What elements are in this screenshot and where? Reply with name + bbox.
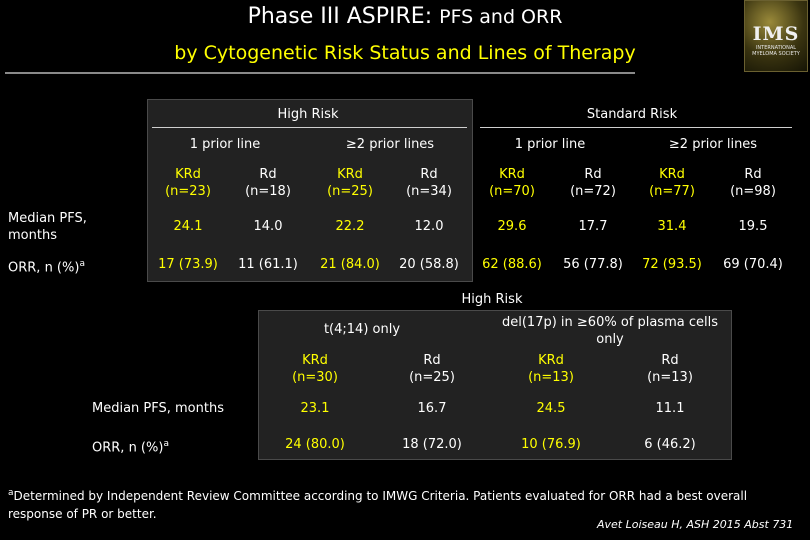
t2-pfs-value-col-4: 11.1 (655, 401, 685, 416)
t2-orr-value-col-4: 6 (46.2) (644, 437, 696, 452)
t2-orr-value-col-3: 10 (76.9) (521, 437, 581, 452)
subgroup-header-del17p: del(17p) in ≥60% of plasma cells only (501, 315, 718, 347)
t2-arm-header-col-3: KRd (n=13) (528, 353, 574, 385)
arm-header-col-2: Rd (n=18) (245, 167, 291, 199)
group-underline-high-risk (152, 127, 467, 128)
pfs-value-col-5: 29.6 (497, 219, 527, 234)
pfs-value-col-3: 22.2 (335, 219, 365, 234)
arm-header-col-1: KRd (n=23) (165, 167, 211, 199)
orr-value-col-6: 56 (77.8) (563, 257, 623, 272)
footnote: aDetermined by Independent Review Commit… (8, 488, 748, 521)
t2-arm-header-col-4: Rd (n=13) (647, 353, 693, 385)
table2-group-header: High Risk (461, 292, 523, 307)
orr-value-col-1: 17 (73.9) (158, 257, 218, 272)
subgroup-header-hr-1line: 1 prior line (189, 137, 261, 152)
pfs-value-col-7: 31.4 (657, 219, 687, 234)
orr-value-col-3: 21 (84.0) (320, 257, 380, 272)
orr-value-col-5: 62 (88.6) (482, 257, 542, 272)
t2-pfs-value-col-2: 16.7 (417, 401, 447, 416)
group-header-standard-risk: Standard Risk (586, 107, 678, 122)
arm-header-col-8: Rd (n=98) (730, 167, 776, 199)
subgroup-header-t414: t(4;14) only (323, 322, 401, 337)
high-risk-cytogenetics-panel (258, 310, 732, 460)
t2-pfs-value-col-1: 23.1 (300, 401, 330, 416)
arm-header-col-4: Rd (n=34) (406, 167, 452, 199)
arm-header-col-5: KRd (n=70) (489, 167, 535, 199)
orr-value-col-2: 11 (61.1) (238, 257, 298, 272)
arm-header-col-3: KRd (n=25) (327, 167, 373, 199)
ims-logo-subtext: INTERNATIONAL MYELOMA SOCIETY (752, 45, 800, 57)
pfs-value-col-6: 17.7 (578, 219, 608, 234)
slide-subtitle: by Cytogenetic Risk Status and Lines of … (174, 42, 636, 64)
orr-value-col-7: 72 (93.5) (642, 257, 702, 272)
t2-row-label-median-pfs: Median PFS, months (92, 401, 224, 416)
t2-orr-value-col-1: 24 (80.0) (285, 437, 345, 452)
orr-value-col-8: 69 (70.4) (723, 257, 783, 272)
arm-header-col-6: Rd (n=72) (570, 167, 616, 199)
row-label-orr: ORR, n (%)a (8, 259, 85, 276)
subgroup-header-sr-1line: 1 prior line (514, 137, 586, 152)
pfs-value-col-1: 24.1 (173, 219, 203, 234)
pfs-value-col-8: 19.5 (738, 219, 768, 234)
t2-row-label-orr: ORR, n (%)a (92, 439, 169, 456)
group-underline-standard-risk (480, 127, 792, 128)
title-part2: PFS and ORR (439, 6, 563, 28)
t2-arm-header-col-1: KRd (n=30) (292, 353, 338, 385)
citation: Avet Loiseau H, ASH 2015 Abst 731 (597, 518, 794, 531)
high-risk-panel (147, 99, 473, 282)
slide-title: Phase III ASPIRE: PFS and ORR (0, 4, 810, 29)
ims-logo: IMS INTERNATIONAL MYELOMA SOCIETY (744, 0, 808, 72)
row-label-median-pfs: Median PFS, months (8, 211, 87, 243)
pfs-value-col-2: 14.0 (253, 219, 283, 234)
orr-value-col-4: 20 (58.8) (399, 257, 459, 272)
t2-pfs-value-col-3: 24.5 (536, 401, 566, 416)
group-header-high-risk: High Risk (277, 107, 339, 122)
arm-header-col-7: KRd (n=77) (649, 167, 695, 199)
t2-arm-header-col-2: Rd (n=25) (409, 353, 455, 385)
subgroup-header-sr-2lines: ≥2 prior lines (668, 137, 758, 152)
title-part1: Phase III ASPIRE: (247, 4, 440, 29)
t2-orr-value-col-2: 18 (72.0) (402, 437, 462, 452)
pfs-value-col-4: 12.0 (414, 219, 444, 234)
ims-logo-text: IMS (752, 23, 800, 45)
title-divider (5, 72, 635, 74)
subgroup-header-hr-2lines: ≥2 prior lines (345, 137, 435, 152)
